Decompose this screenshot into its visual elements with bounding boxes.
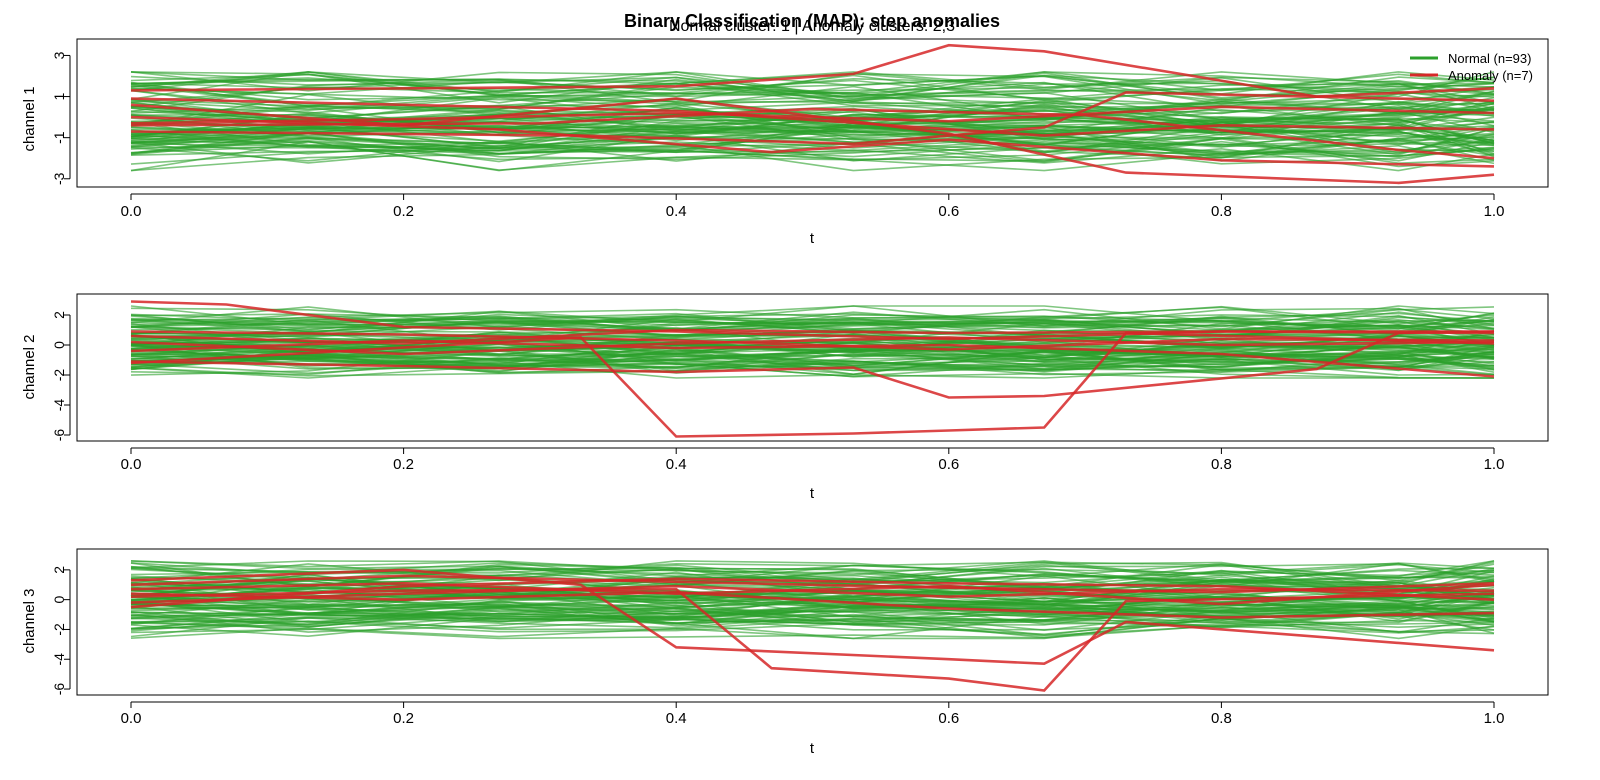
y-tick-label: -2 [51, 369, 67, 382]
anomaly-series-line [130, 107, 1495, 160]
y-tick-label: 3 [51, 51, 67, 59]
normal-series-line [130, 578, 1495, 607]
normal-series-line [130, 310, 1495, 335]
anomaly-series-line [130, 568, 1495, 666]
y-tick-label: -4 [51, 653, 67, 666]
y-tick-label: -6 [51, 683, 67, 696]
y-axis-label: channel 2 [21, 334, 38, 399]
normal-series-line [130, 71, 1495, 102]
x-tick-label: 1.0 [1484, 710, 1505, 727]
x-tick-label: 0.2 [393, 456, 414, 473]
normal-series-line [130, 78, 1495, 113]
x-axis: 0.0 0.2 0.4 0.6 0.8 1.0 [121, 447, 1505, 473]
normal-series-line [130, 138, 1495, 155]
legend-label: Normal (n=93) [1448, 51, 1531, 66]
x-tick-label: 0.6 [938, 710, 959, 727]
anomaly-series-line [130, 115, 1495, 168]
legend-label: Anomaly (n=7) [1448, 68, 1533, 83]
anomaly-series-line [130, 581, 1495, 606]
x-axis-label: t [810, 740, 815, 757]
x-tick-label: 0.6 [938, 203, 959, 220]
normal-series-line [130, 314, 1495, 340]
anomaly-series-line [130, 577, 1495, 609]
normal-series-line [130, 608, 1495, 634]
anomaly-series-line [130, 336, 1495, 356]
anomaly-series-line [130, 330, 1495, 351]
legend: Normal (n=93) Anomaly (n=7) [1410, 51, 1533, 83]
panel-channel-3: 0.0 0.2 0.4 0.6 0.8 1.0 t -6 -4 -2 0 2 channel 3 [21, 548, 1549, 757]
normal-series-line [130, 560, 1495, 586]
series-group [130, 560, 1495, 692]
y-axis: -6 -4 -2 0 2 [51, 311, 71, 442]
y-axis: -6 -4 -2 0 2 [51, 566, 71, 696]
anomaly-series-line [130, 330, 1495, 399]
x-axis-label: t [810, 485, 815, 502]
anomaly-series-line [130, 105, 1495, 125]
y-tick-label: -2 [51, 623, 67, 636]
x-axis-label: t [810, 230, 815, 247]
x-tick-label: 1.0 [1484, 203, 1505, 220]
x-tick-label: 1.0 [1484, 456, 1505, 473]
anomaly-series-line [130, 587, 1495, 692]
normal-series-line [130, 621, 1495, 640]
panel-channel-2: 0.0 0.2 0.4 0.6 0.8 1.0 t -6 -4 -2 0 2 channel 2 [21, 293, 1549, 502]
normal-series-line [130, 570, 1495, 585]
chart-subtitle: Normal cluster: 1 | Anomaly clusters: 2,… [669, 18, 955, 35]
x-tick-label: 0.8 [1211, 710, 1232, 727]
x-tick-label: 0.8 [1211, 203, 1232, 220]
panel-channel-1: 0.0 0.2 0.4 0.6 0.8 1.0 t -3 -1 1 3 channel 1 [21, 38, 1549, 247]
x-tick-label: 0.4 [666, 710, 687, 727]
normal-series-line [130, 71, 1495, 99]
normal-series-line [130, 357, 1494, 379]
anomaly-series-line [130, 590, 1495, 619]
anomaly-series-line [130, 97, 1495, 137]
anomaly-series-line [130, 331, 1495, 438]
x-tick-label: 0.0 [121, 203, 142, 220]
y-axis: -3 -1 1 3 [51, 51, 71, 185]
anomaly-series-line [130, 43, 1495, 98]
x-tick-label: 0.8 [1211, 456, 1232, 473]
normal-series-line [130, 608, 1495, 633]
plot-frame [76, 293, 1549, 442]
x-tick-label: 0.2 [393, 710, 414, 727]
normal-series-line [130, 131, 1495, 161]
y-tick-label: -1 [51, 131, 67, 144]
y-axis-label: channel 3 [21, 588, 38, 653]
normal-series-line [130, 136, 1495, 165]
normal-series-line [130, 617, 1495, 640]
y-tick-label: -3 [51, 172, 67, 185]
y-axis-label: channel 1 [21, 86, 38, 151]
y-tick-label: 1 [51, 92, 67, 100]
y-tick-label: 0 [51, 596, 67, 604]
normal-series-line [130, 362, 1494, 379]
normal-series-line [130, 313, 1495, 336]
x-tick-label: 0.4 [666, 456, 687, 473]
x-tick-label: 0.0 [121, 710, 142, 727]
y-tick-label: 0 [51, 341, 67, 349]
plot-frame [76, 548, 1549, 696]
normal-series-line [130, 127, 1495, 155]
y-tick-label: 2 [51, 311, 67, 319]
anomaly-series-line [130, 91, 1495, 146]
normal-series-line [130, 332, 1495, 359]
y-tick-label: -6 [51, 429, 67, 442]
series-group [130, 300, 1495, 438]
plot-frame [76, 38, 1549, 188]
chart-title: Binary Classification (MAP): step anomal… [624, 11, 1000, 31]
y-tick-label: 2 [51, 566, 67, 574]
normal-series-line [130, 356, 1495, 376]
normal-series-line [130, 125, 1495, 157]
x-tick-label: 0.4 [666, 203, 687, 220]
x-tick-label: 0.0 [121, 456, 142, 473]
x-tick-label: 0.2 [393, 203, 414, 220]
y-tick-label: -4 [51, 399, 67, 412]
x-axis: 0.0 0.2 0.4 0.6 0.8 1.0 [121, 701, 1505, 727]
series-group [130, 43, 1495, 185]
x-tick-label: 0.6 [938, 456, 959, 473]
x-axis: 0.0 0.2 0.4 0.6 0.8 1.0 [121, 193, 1505, 220]
normal-series-line [130, 71, 1495, 101]
anomaly-series-line [130, 339, 1495, 378]
